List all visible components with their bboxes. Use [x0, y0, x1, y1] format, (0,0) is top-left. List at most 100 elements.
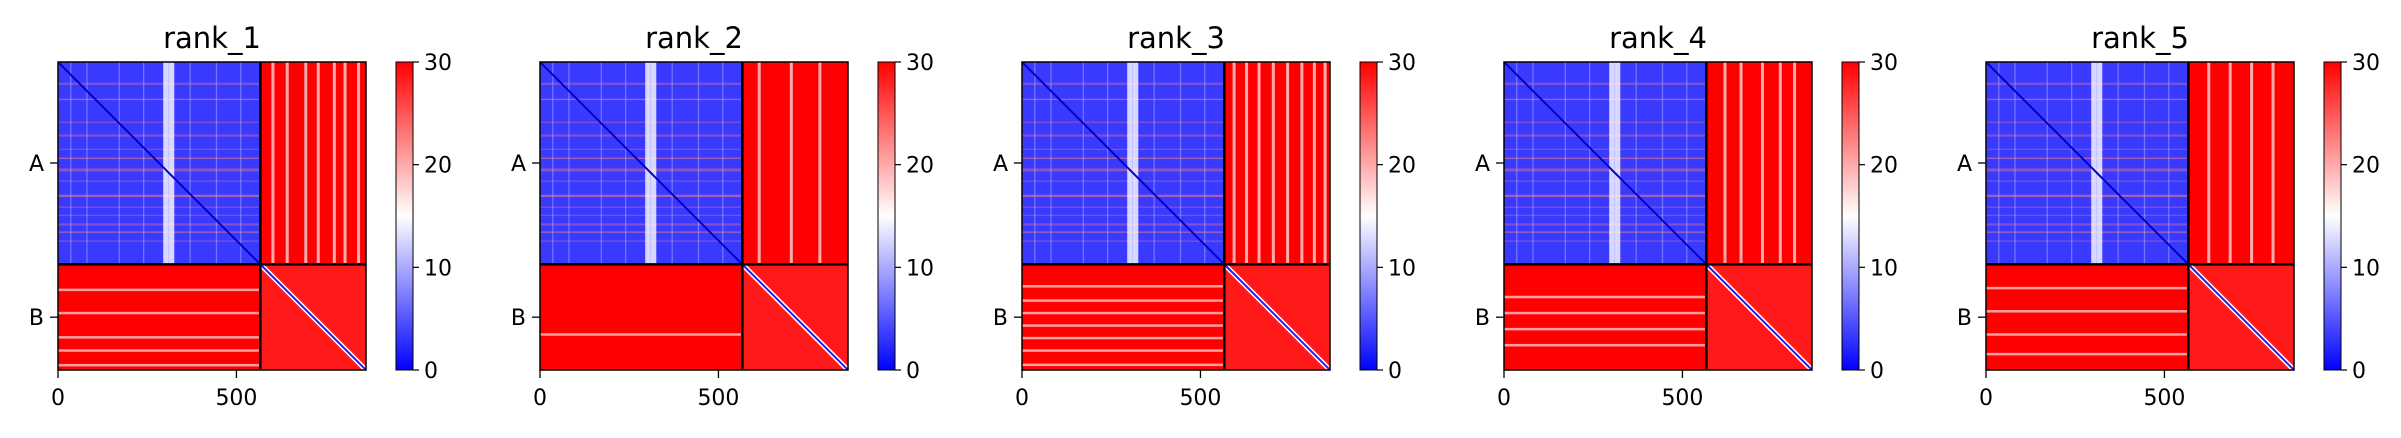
band-row-A [1022, 121, 1225, 123]
pale-column [1739, 62, 1743, 265]
band-row-A [1504, 194, 1707, 197]
pale-row [1504, 311, 1707, 315]
band-row-A [58, 231, 261, 233]
band-row-A [1986, 148, 2189, 151]
band-row-A [58, 134, 261, 137]
band-col-A-faint [2014, 62, 2016, 265]
band-row-A [1504, 148, 1707, 151]
band-row-A [1986, 206, 2189, 208]
colorbar-tick-label: 30 [424, 51, 452, 76]
band-row-A [1986, 168, 2189, 171]
band-col-A-faint [1050, 62, 1052, 265]
pale-row [1986, 310, 2189, 313]
band-col-A-faint [600, 62, 603, 265]
band-row-A [1504, 223, 1707, 226]
band-row-A [1986, 240, 2189, 242]
band-col-A-faint [1564, 62, 1567, 265]
band-row-A [1504, 121, 1707, 123]
colorbar-tick-label: 10 [906, 256, 934, 281]
band-row-A [540, 223, 743, 226]
plot-frame [57, 61, 367, 371]
band-row-A [1022, 168, 1225, 171]
band-row-A [1022, 148, 1225, 151]
band-row-A [540, 240, 743, 242]
pale-column [757, 62, 761, 265]
diagonal-A [1022, 62, 1226, 266]
y-tick-label: A [29, 152, 44, 177]
x-tick-label: 0 [1015, 386, 1029, 411]
pale-row [58, 288, 261, 292]
band-row-A [1504, 240, 1707, 242]
band-row-A [58, 157, 261, 159]
band-row-A [1022, 157, 1225, 159]
colorbar-tick-label: 10 [2352, 256, 2380, 281]
pale-row [1986, 286, 2189, 290]
x-tick-label: 500 [697, 386, 739, 411]
band-row-A [58, 121, 261, 123]
plot-area [1986, 62, 2294, 370]
panel-title: rank_3 [1127, 21, 1225, 55]
band-col-A-faint [2168, 62, 2170, 265]
band-row-A [540, 134, 743, 137]
band-col-A-faint [1179, 62, 1182, 265]
colorbar-tick-label: 0 [1388, 359, 1402, 384]
pale-column [1760, 62, 1764, 265]
band-col-A-faint [1034, 62, 1036, 265]
colorbar-tick-label: 30 [2352, 51, 2380, 76]
band-row-A [1022, 98, 1225, 101]
pale-row [1022, 349, 1225, 352]
pale-column [1232, 62, 1236, 265]
band-row-A [1504, 168, 1707, 171]
band-row-A [1986, 194, 2189, 197]
diagonal-B [259, 263, 366, 370]
band-row-A [1022, 82, 1225, 85]
colorbar-tick-label: 0 [2352, 359, 2366, 384]
band-row-A [1986, 82, 2189, 85]
band-col-A-faint [1635, 62, 1637, 265]
pale-row [58, 311, 261, 315]
band-col-A-faint [552, 62, 554, 265]
panel-title: rank_2 [645, 21, 743, 55]
band-row-A [58, 214, 261, 217]
heatmap-panel-3: rank_3 0 500 A B 0 10 20 30 [993, 21, 1416, 411]
band-row-A [1022, 180, 1225, 182]
band-col-A-faint [568, 62, 570, 265]
band-row-A [1022, 223, 1225, 226]
colorbar [395, 61, 414, 371]
band-row-A [58, 180, 261, 182]
band-col-A-faint [1588, 62, 1591, 265]
y-tick-label: B [1475, 306, 1490, 331]
band-row-A [1986, 231, 2189, 233]
diagonal-B [1705, 263, 1812, 370]
band-col-A-faint [1106, 62, 1109, 265]
band-row-A [540, 231, 743, 233]
pale-column [2207, 62, 2211, 265]
band-col-A [168, 62, 175, 265]
pale-row [1504, 327, 1707, 331]
pale-row [1022, 285, 1225, 288]
colorbar [1359, 61, 1378, 371]
colorbar-tick-label: 10 [1388, 256, 1416, 281]
colorbar-tick-label: 20 [1870, 154, 1898, 179]
pale-row [540, 333, 743, 336]
pale-row [1986, 333, 2189, 336]
band-row-A [58, 168, 261, 171]
plot-area [1504, 62, 1812, 370]
colorbar-tick-label: 30 [906, 51, 934, 76]
band-row-A [1022, 231, 1225, 233]
colorbar-tick-label: 0 [424, 359, 438, 384]
band-col-A [1609, 62, 1615, 265]
colorbar-tick-label: 20 [906, 154, 934, 179]
band-row-A [58, 82, 261, 85]
band-row-A [1986, 170, 2189, 172]
y-tick-label: B [511, 306, 526, 331]
panel-title: rank_1 [163, 21, 261, 55]
colorbar-tick-label: 10 [1870, 256, 1898, 281]
colorbar-tick-label: 30 [1870, 51, 1898, 76]
band-col-A-faint [2046, 62, 2049, 265]
diagonal-B [2187, 263, 2294, 370]
heatmap-panel-2: rank_2 0 500 A B 0 10 20 30 [511, 21, 934, 411]
band-row-A [1504, 214, 1707, 217]
band-row-A [1986, 157, 2189, 159]
band-row-A [1504, 157, 1707, 159]
